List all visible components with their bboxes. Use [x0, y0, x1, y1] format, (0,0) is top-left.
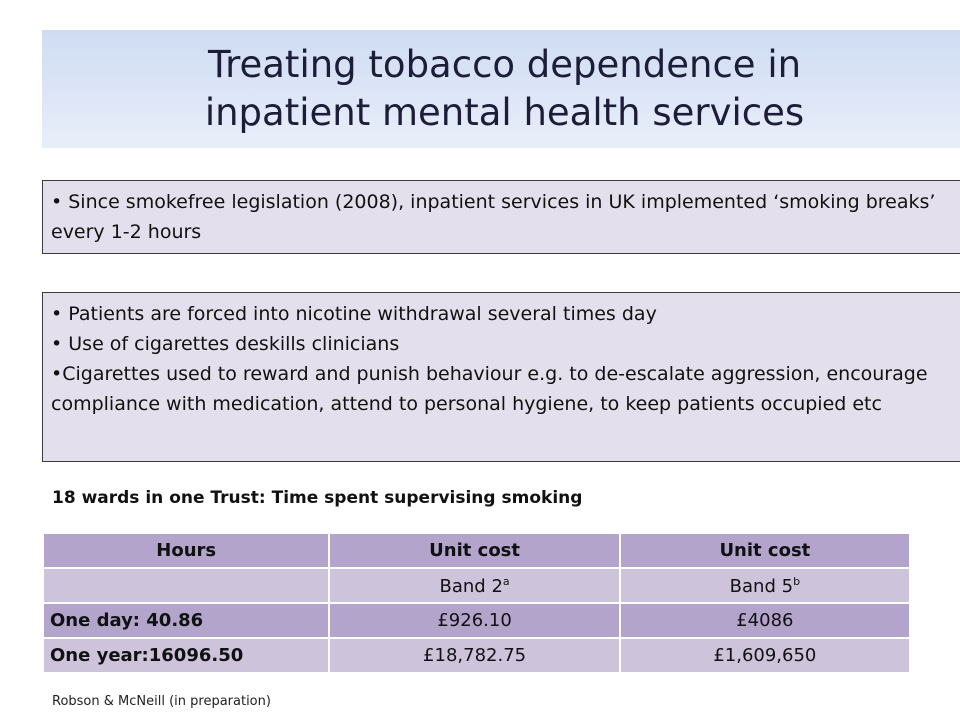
bullet-text: Use of cigarettes deskills clinicians [62, 333, 400, 355]
band-label: Band 2 [439, 575, 503, 597]
header-unit-cost: Unit cost [328, 532, 621, 569]
impact-bullets-box: • Patients are forced into nicotine with… [42, 292, 960, 462]
supervision-cost-table: Hours Unit cost Unit cost Band 2a Band 5… [41, 532, 912, 674]
source-citation: Robson & McNeill (in preparation) [52, 694, 271, 709]
header-unit-cost: Unit cost [618, 532, 912, 569]
band-footnote-marker: b [793, 574, 801, 588]
bullet-text: Since smokefree legislation (2008), inpa… [51, 191, 936, 243]
table-cell: £1,609,650 [618, 637, 912, 674]
band-footnote-marker: a [502, 574, 510, 588]
table-cell [41, 567, 331, 604]
table-cell: £18,782.75 [328, 637, 621, 674]
table-cell: £926.10 [328, 602, 621, 639]
bullet-text: Cigarettes used to reward and punish beh… [51, 363, 928, 415]
table-header-row: Hours Unit cost Unit cost [41, 532, 912, 569]
table-row-label: One year:16096.50 [41, 637, 331, 674]
smoking-breaks-box: • Since smokefree legislation (2008), in… [42, 180, 960, 254]
table-cell: £4086 [618, 602, 912, 639]
slide-title: Treating tobacco dependence in inpatient… [42, 30, 960, 148]
table-row-band: Band 2a Band 5b [41, 567, 912, 604]
slide-title-line-1: Treating tobacco dependence in [207, 43, 802, 86]
band-label: Band 5 [729, 575, 794, 597]
table-cell-band-5: Band 5b [618, 567, 912, 604]
table-row-label: One day: 40.86 [41, 602, 331, 639]
bullet-item: • Since smokefree legislation (2008), in… [51, 191, 936, 243]
table-row: One year:16096.50 £18,782.75 £1,609,650 [41, 637, 912, 674]
slide-title-line-2: inpatient mental health services [204, 91, 805, 134]
bullet-text: Patients are forced into nicotine withdr… [68, 303, 657, 325]
table-row: One day: 40.86 £926.10 £4086 [41, 602, 912, 639]
bullet-item: • Patients are forced into nicotine with… [51, 303, 657, 325]
header-hours: Hours [41, 532, 331, 569]
table-cell-band-2: Band 2a [328, 567, 621, 604]
bullet-item: •Cigarettes used to reward and punish be… [51, 363, 928, 415]
table-caption: 18 wards in one Trust: Time spent superv… [52, 488, 583, 508]
bullet-item: • Use of cigarettes deskills clinicians [51, 333, 400, 355]
